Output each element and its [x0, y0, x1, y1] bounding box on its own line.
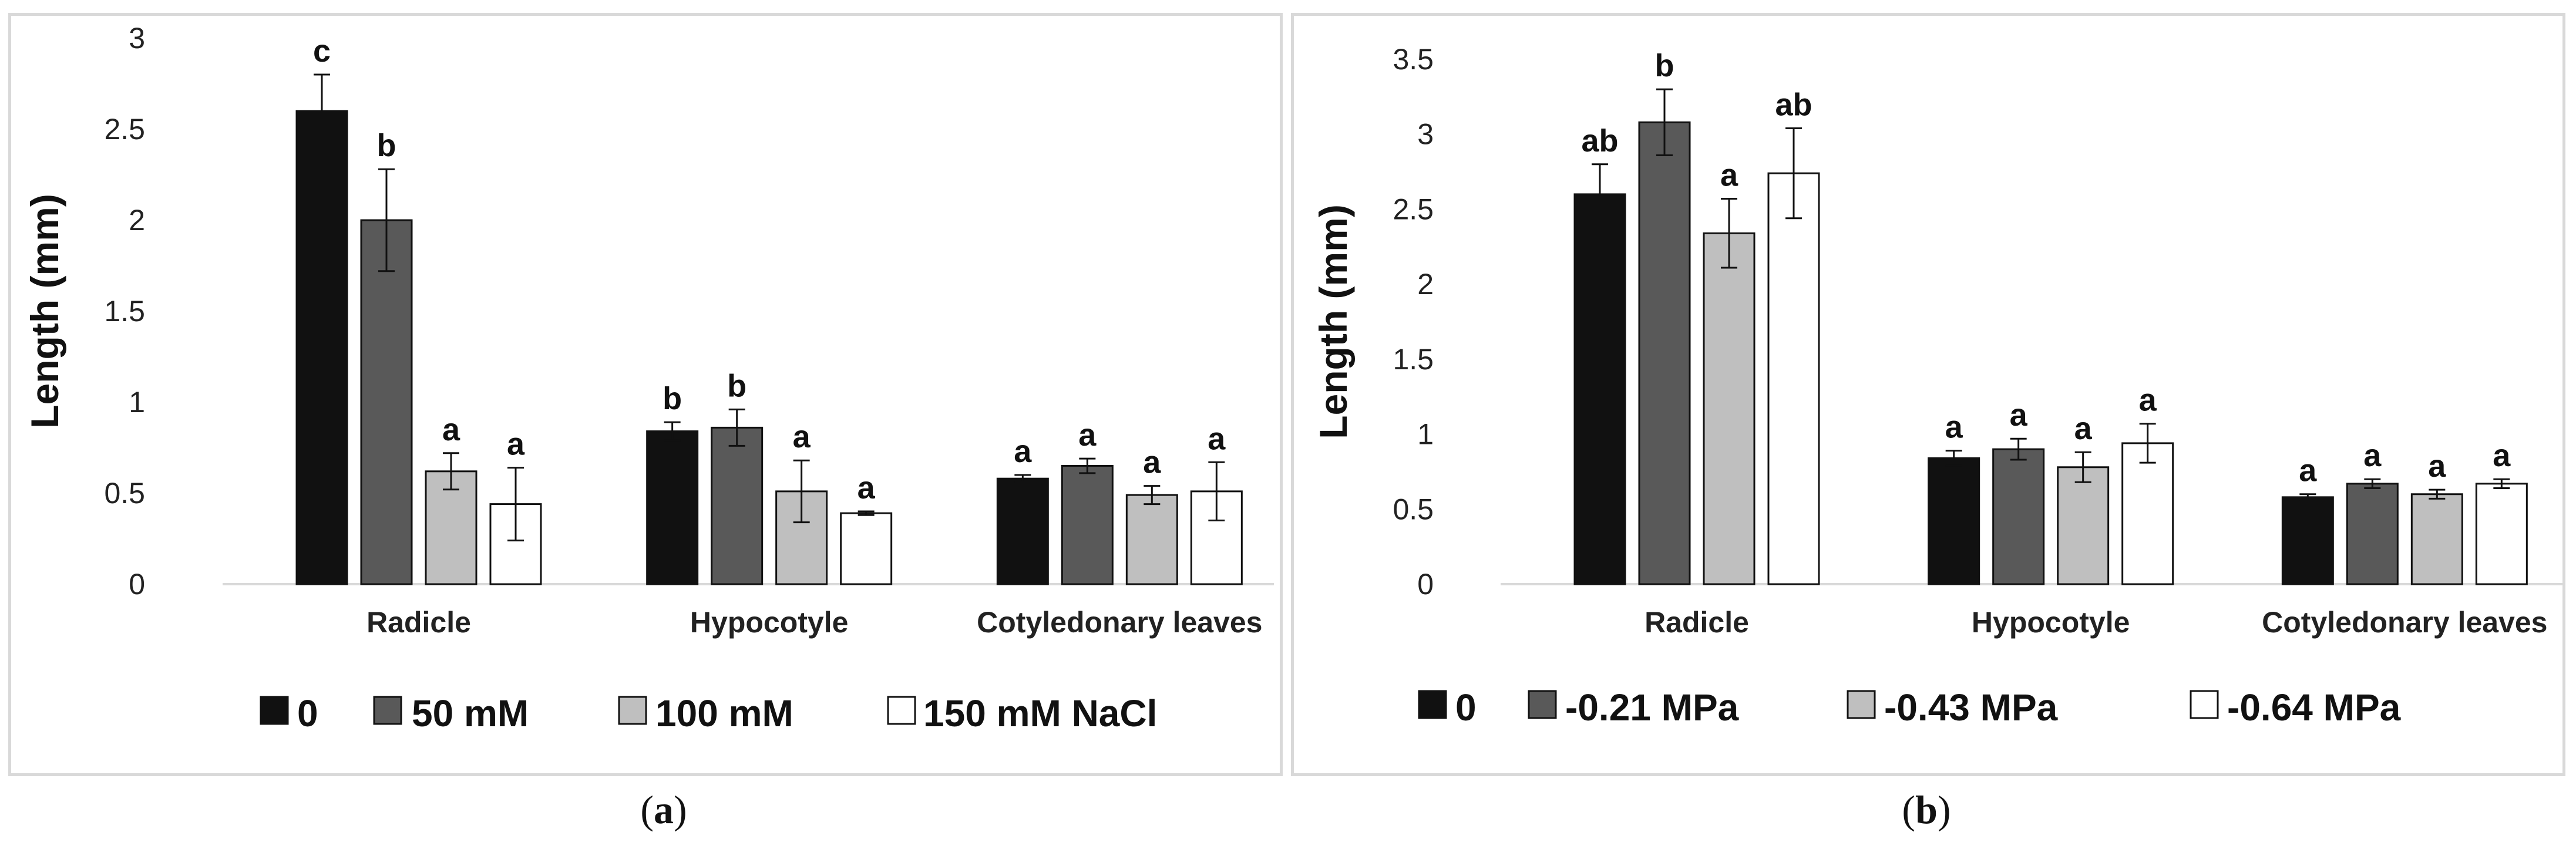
bar-b-2-1: [2346, 483, 2399, 585]
y-tick-label-b-6: 3: [1417, 118, 1434, 151]
y-tick-label-a-1: 0.5: [104, 477, 145, 510]
legend-swatch-b-1: [1528, 690, 1557, 719]
significance-label-a-0-3: a: [507, 427, 525, 462]
bar-chart-b: 0 0.5 1 1.5 2 2.5 3 3.5 Length (mm) ab b a ab Radicle…: [1311, 43, 2562, 729]
significance-label-a-0-0: c: [313, 33, 331, 69]
significance-label-a-1-2: a: [793, 419, 811, 454]
legend-swatch-a-2: [618, 696, 647, 725]
legend-label-a-0: 0: [297, 692, 318, 734]
significance-label-b-0-2: a: [1720, 158, 1738, 193]
bar-b-0-0: [1573, 193, 1626, 585]
category-label-b-0: Radicle: [1645, 606, 1749, 639]
significance-label-a-2-0: a: [1014, 434, 1032, 469]
caption-a: (a): [640, 787, 687, 832]
y-tick-label-b-1: 0.5: [1393, 493, 1434, 525]
bar-a-0-1: [360, 219, 413, 585]
y-tick-label-a-6: 3: [129, 22, 145, 55]
significance-label-b-1-3: a: [2139, 383, 2157, 418]
category-label-a-1: Hypocotyle: [690, 606, 849, 639]
bar-a-0-0: [295, 110, 348, 585]
y-tick-label-a-2: 1: [129, 386, 145, 419]
significance-label-b-2-1: a: [2363, 438, 2382, 473]
legend-label-b-3: -0.64 MPa: [2227, 686, 2401, 729]
significance-label-a-0-1: b: [377, 128, 396, 163]
bar-b-2-3: [2475, 483, 2528, 585]
significance-label-a-0-2: a: [442, 412, 460, 447]
significance-label-b-1-0: a: [1945, 410, 1963, 445]
significance-label-a-2-1: a: [1078, 417, 1097, 453]
category-label-a-0: Radicle: [366, 606, 471, 639]
significance-label-b-2-3: a: [2493, 438, 2511, 473]
legend-swatch-a-0: [260, 696, 289, 725]
bar-a-1-0: [646, 430, 699, 585]
legend-label-a-2: 100 mM: [655, 692, 793, 734]
bar-a-2-2: [1125, 494, 1178, 585]
legend-swatch-a-3: [887, 696, 916, 725]
legend-swatch-b-2: [1847, 690, 1876, 719]
y-tick-label-b-7: 3.5: [1393, 43, 1434, 76]
significance-label-b-1-2: a: [2074, 411, 2093, 446]
significance-label-a-2-3: a: [1208, 421, 1226, 456]
bar-a-1-3: [840, 512, 893, 585]
bar-a-2-1: [1061, 465, 1114, 585]
bar-a-1-1: [711, 426, 764, 585]
bar-b-1-0: [1928, 457, 1980, 585]
bar-b-2-0: [2281, 496, 2334, 585]
legend-label-a-1: 50 mM: [412, 692, 529, 734]
bar-b-1-1: [1992, 448, 2045, 585]
bar-a-2-0: [996, 477, 1049, 585]
y-tick-label-a-5: 2.5: [104, 113, 145, 146]
y-axis-label-a: Length (mm): [23, 194, 66, 429]
significance-label-a-1-3: a: [857, 470, 876, 505]
chart-panel-b: 0 0.5 1 1.5 2 2.5 3 3.5 Length (mm) ab b a ab Radicle…: [1291, 13, 2565, 776]
y-tick-label-b-4: 2: [1417, 268, 1434, 301]
legend-label-b-2: -0.43 MPa: [1884, 686, 2058, 729]
legend-label-a-3: 150 mM NaCl: [923, 692, 1157, 734]
y-tick-label-a-3: 1.5: [104, 295, 145, 328]
bar-b-1-2: [2057, 466, 2110, 585]
caption-letter-b: b: [1915, 787, 1938, 832]
y-tick-label-b-0: 0: [1417, 568, 1434, 601]
y-axis-label-b: Length (mm): [1311, 204, 1355, 439]
bar-b-1-3: [2121, 442, 2174, 585]
significance-label-b-1-1: a: [2010, 397, 2028, 433]
y-tick-label-a-0: 0: [129, 568, 145, 601]
bar-b-0-3: [1767, 172, 1820, 585]
significance-label-a-2-2: a: [1143, 445, 1161, 480]
y-tick-label-b-5: 2.5: [1393, 193, 1434, 225]
bar-chart-a: 0 0.5 1 1.5 2 2.5 3 Length (mm) c b a a Radicle b b a a H…: [23, 22, 1274, 734]
significance-label-b-0-0: ab: [1581, 123, 1618, 159]
caption-letter-a: a: [654, 787, 674, 832]
legend-swatch-b-3: [2190, 690, 2219, 719]
y-tick-label-b-3: 1.5: [1393, 343, 1434, 376]
significance-label-a-1-0: b: [663, 381, 682, 416]
y-tick-label-b-2: 1: [1417, 418, 1434, 451]
chart-panel-a: 0 0.5 1 1.5 2 2.5 3 Length (mm) c b a a Radicle b b a a H…: [8, 13, 1283, 776]
bar-b-0-1: [1638, 121, 1691, 585]
significance-label-a-1-1: b: [727, 368, 746, 403]
category-label-b-2: Cotyledonary leaves: [2262, 606, 2547, 639]
significance-label-b-2-2: a: [2428, 449, 2446, 484]
legend-label-b-0: 0: [1455, 686, 1477, 729]
bar-b-0-2: [1703, 232, 1756, 585]
significance-label-b-2-0: a: [2299, 453, 2317, 488]
y-tick-label-a-4: 2: [129, 204, 145, 237]
legend-swatch-a-1: [373, 696, 402, 725]
category-label-a-2: Cotyledonary leaves: [977, 606, 1262, 639]
significance-label-b-0-3: ab: [1775, 87, 1812, 122]
caption-b: (b): [1902, 787, 1951, 832]
category-label-b-1: Hypocotyle: [1972, 606, 2130, 639]
legend-swatch-b-0: [1418, 690, 1447, 719]
legend-label-b-1: -0.21 MPa: [1565, 686, 1739, 729]
significance-label-b-0-1: b: [1655, 48, 1674, 83]
bar-b-2-2: [2410, 493, 2463, 585]
